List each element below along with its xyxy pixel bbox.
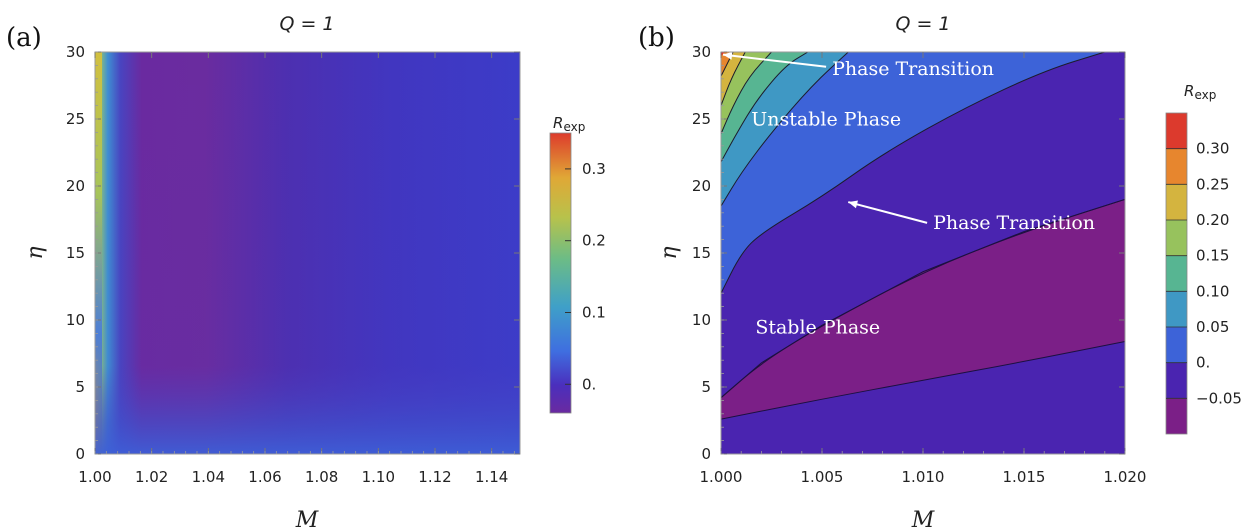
x-tick-label: 1.00 [78, 468, 111, 486]
stable-phase-region [721, 198, 1125, 420]
colorbar-tick-label: 0. [582, 375, 596, 393]
panel-b-title: Q = 1 [895, 13, 950, 35]
y-tick-label: 25 [66, 110, 85, 128]
colorbar-swatch [1166, 255, 1187, 292]
contour-line-contour-0-15 [721, 52, 809, 163]
panel-a-x-axis-label: M [295, 508, 319, 529]
colorbar-swatch [1166, 398, 1187, 434]
x-tick-label: 1.06 [248, 468, 281, 486]
panel-a-letter: (a) [6, 23, 42, 53]
y-tick-label: 30 [692, 43, 711, 61]
x-tick-label: 1.08 [305, 468, 338, 486]
annotation-arrow-line [848, 201, 928, 224]
colorbar-swatch [1166, 184, 1187, 220]
colorbar-swatch [1166, 291, 1187, 327]
y-tick-label: 0 [701, 445, 711, 463]
x-tick-label: 1.12 [418, 468, 451, 486]
x-tick-label: 1.000 [700, 468, 743, 486]
panel-a-heatmap [95, 52, 520, 454]
colorbar-swatch [1166, 362, 1187, 399]
zero-contour-upper [721, 198, 1125, 399]
panel-b-ticks: 1.000 1.005 1.010 1.015 1.020 0 5 10 15 20 25 30 [692, 43, 1147, 486]
colorbar-swatch [1166, 148, 1187, 185]
contour-line-contour-0-25 [721, 52, 746, 106]
colorbar-tick-label: 0.25 [1196, 175, 1229, 193]
colorbar-tick-label: 0.15 [1196, 247, 1229, 265]
panel-b-colorbar-title: Rexp [1184, 82, 1216, 102]
panel-b-contour-plot [721, 52, 1125, 454]
panel-a-colorbar-title: Rexp [553, 114, 585, 134]
colorbar-frame [1165, 112, 1188, 435]
panel-b-letter: (b) [638, 23, 675, 53]
panel-b-colorbar: Rexp 0.30 0.25 0.20 0.15 0.10 0.05 0. −0.05 [1165, 82, 1242, 435]
panel-a-colorbar-bar [549, 132, 572, 414]
panel-a-y-axis-label: η [23, 246, 48, 259]
y-tick-label: 15 [66, 244, 85, 262]
colorbar-swatch [1166, 327, 1187, 363]
panel-b-x-axis-label: M [911, 508, 935, 529]
x-tick-label: 1.02 [135, 468, 168, 486]
y-tick-label: 20 [692, 177, 711, 195]
y-tick-label: 10 [66, 311, 85, 329]
annotation-label: Stable Phase [755, 316, 880, 338]
contour-band-phase-transition-contour [721, 52, 1105, 294]
x-tick-label: 1.020 [1104, 468, 1147, 486]
contour-line-contour-0-20 [721, 52, 772, 134]
x-tick-label: 1.14 [475, 468, 508, 486]
y-tick-label: 25 [692, 110, 711, 128]
y-tick-label: 5 [701, 378, 711, 396]
y-tick-label: 5 [75, 378, 85, 396]
panel-b: (b) Q = 1 Phase Transition Unstable Phase… [638, 13, 1242, 529]
contour-line-contour-0-10 [721, 52, 849, 207]
y-tick-label: 0 [75, 445, 85, 463]
contour-line-phase-transition-contour [721, 52, 1105, 294]
annotation-label: Unstable Phase [751, 109, 901, 131]
x-tick-label: 1.10 [362, 468, 395, 486]
contour-band-contour-0-25 [721, 52, 746, 106]
contour-band-top [721, 52, 725, 56]
x-tick-label: 1.010 [902, 468, 945, 486]
annotation-label: Phase Transition [832, 58, 994, 80]
y-tick-label: 10 [692, 311, 711, 329]
annotation-label: Phase Transition [933, 212, 1095, 234]
y-tick-label: 30 [66, 43, 85, 61]
colorbar-tick-label: 0.20 [1196, 211, 1229, 229]
colorbar-tick-label: 0.3 [582, 160, 606, 178]
y-tick-label: 20 [66, 177, 85, 195]
panel-a-ticks: 1.00 1.02 1.04 1.06 1.08 1.10 1.12 1.14 0 5 10 15 20… [66, 43, 520, 486]
colorbar-tick-label: 0. [1196, 354, 1210, 372]
colorbar-swatch [1166, 113, 1187, 149]
panel-a: (a) Q = 1 1.00 1.02 1.04 1.06 1.08 1.10 1.12 1.… [6, 13, 606, 529]
colorbar-tick-label: 0.30 [1196, 140, 1229, 158]
x-tick-label: 1.015 [1003, 468, 1046, 486]
colorbar-tick-label: 0.1 [582, 303, 606, 321]
panel-b-annotations: Phase Transition Unstable Phase Phase Tran… [722, 51, 1095, 338]
y-tick-label: 15 [692, 244, 711, 262]
annotation-arrow-line [722, 53, 827, 68]
x-tick-label: 1.04 [192, 468, 225, 486]
x-tick-label: 1.005 [801, 468, 844, 486]
colorbar-tick-label: 0.10 [1196, 282, 1229, 300]
panel-a-title: Q = 1 [279, 13, 334, 35]
annotation-arrow-head [848, 200, 858, 209]
panel-a-colorbar: Rexp 0. 0.1 0.2 0.3 [549, 114, 606, 414]
colorbar-tick-label: 0.2 [582, 232, 606, 250]
colorbar-swatch [1166, 220, 1187, 256]
panel-b-y-axis-label: η [657, 246, 682, 259]
colorbar-tick-label: 0.05 [1196, 318, 1229, 336]
colorbar-tick-label: −0.05 [1196, 389, 1242, 407]
annotation-arrow-head [723, 51, 733, 60]
